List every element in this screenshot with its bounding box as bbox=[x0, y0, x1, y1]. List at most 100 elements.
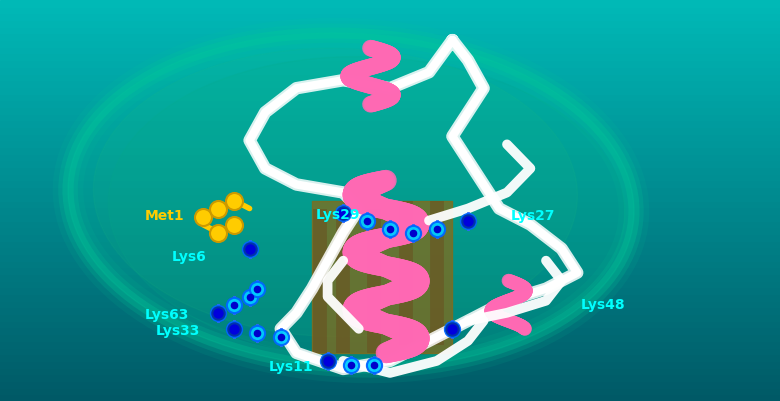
Text: Lys11: Lys11 bbox=[269, 360, 314, 374]
Text: Lys29: Lys29 bbox=[316, 208, 360, 221]
Text: Lys48: Lys48 bbox=[581, 298, 626, 312]
Bar bbox=[0, 321, 780, 328]
Bar bbox=[0, 261, 780, 267]
Bar bbox=[0, 13, 780, 20]
Bar bbox=[0, 281, 780, 288]
Point bbox=[407, 229, 420, 236]
Bar bbox=[0, 368, 780, 374]
Bar bbox=[0, 80, 780, 87]
Bar bbox=[0, 241, 780, 247]
Point bbox=[431, 225, 443, 232]
Point bbox=[337, 209, 349, 216]
Bar bbox=[0, 394, 780, 401]
Point bbox=[275, 334, 287, 340]
Text: Met1: Met1 bbox=[144, 209, 184, 223]
Bar bbox=[0, 234, 780, 241]
Bar bbox=[0, 120, 780, 127]
Bar bbox=[0, 274, 780, 281]
Text: Lys63: Lys63 bbox=[144, 308, 189, 322]
Bar bbox=[0, 93, 780, 100]
Point bbox=[212, 229, 225, 236]
Point bbox=[243, 294, 256, 300]
Point bbox=[251, 286, 264, 292]
Point bbox=[446, 326, 459, 332]
Bar bbox=[0, 180, 780, 187]
Bar bbox=[0, 200, 780, 207]
Ellipse shape bbox=[68, 33, 634, 368]
Point bbox=[212, 310, 225, 316]
Bar bbox=[0, 33, 780, 40]
Bar bbox=[0, 154, 780, 160]
Point bbox=[368, 362, 381, 368]
Point bbox=[337, 209, 349, 216]
Point bbox=[446, 326, 459, 332]
Bar bbox=[0, 27, 780, 33]
Point bbox=[345, 362, 357, 368]
Bar bbox=[0, 381, 780, 388]
Bar bbox=[0, 113, 780, 120]
Bar bbox=[0, 73, 780, 80]
Bar bbox=[0, 361, 780, 368]
Bar bbox=[0, 341, 780, 348]
Bar bbox=[0, 53, 780, 60]
Point bbox=[228, 326, 240, 332]
Point bbox=[368, 362, 381, 368]
Point bbox=[228, 221, 240, 228]
Point bbox=[197, 213, 209, 220]
Bar bbox=[0, 194, 780, 200]
Bar bbox=[0, 227, 780, 234]
Point bbox=[462, 217, 474, 224]
Point bbox=[212, 205, 225, 212]
Point bbox=[384, 225, 396, 232]
Bar bbox=[0, 100, 780, 107]
Bar bbox=[0, 174, 780, 180]
Bar bbox=[0, 187, 780, 194]
Point bbox=[321, 358, 334, 364]
Point bbox=[228, 326, 240, 332]
Bar bbox=[0, 254, 780, 261]
Point bbox=[462, 217, 474, 224]
Point bbox=[431, 225, 443, 232]
Point bbox=[251, 286, 264, 292]
Point bbox=[345, 362, 357, 368]
Bar bbox=[0, 0, 780, 7]
Ellipse shape bbox=[94, 48, 577, 337]
Bar bbox=[0, 288, 780, 294]
Point bbox=[446, 326, 459, 332]
Point bbox=[360, 217, 373, 224]
Bar bbox=[0, 334, 780, 341]
Bar bbox=[0, 374, 780, 381]
Bar bbox=[0, 314, 780, 321]
Point bbox=[462, 217, 474, 224]
Bar bbox=[0, 247, 780, 254]
Bar bbox=[0, 294, 780, 301]
Bar bbox=[0, 221, 780, 227]
Ellipse shape bbox=[108, 57, 625, 360]
Text: Lys27: Lys27 bbox=[511, 209, 555, 223]
Point bbox=[360, 217, 373, 224]
Bar bbox=[0, 67, 780, 73]
Point bbox=[228, 326, 240, 332]
Bar bbox=[0, 167, 780, 174]
Point bbox=[212, 310, 225, 316]
Bar bbox=[0, 308, 780, 314]
Point bbox=[337, 209, 349, 216]
Bar bbox=[0, 147, 780, 154]
Point bbox=[228, 197, 240, 204]
Bar bbox=[0, 87, 780, 93]
Bar bbox=[0, 267, 780, 274]
Bar bbox=[0, 388, 780, 394]
Point bbox=[407, 229, 420, 236]
Bar bbox=[0, 134, 780, 140]
Bar bbox=[0, 127, 780, 134]
Point bbox=[228, 302, 240, 308]
Bar bbox=[0, 160, 780, 167]
Bar bbox=[0, 328, 780, 334]
Bar bbox=[0, 7, 780, 13]
Point bbox=[243, 294, 256, 300]
Text: Lys33: Lys33 bbox=[156, 324, 200, 338]
Point bbox=[275, 334, 287, 340]
Bar bbox=[0, 20, 780, 27]
Bar bbox=[0, 60, 780, 67]
Point bbox=[243, 245, 256, 252]
